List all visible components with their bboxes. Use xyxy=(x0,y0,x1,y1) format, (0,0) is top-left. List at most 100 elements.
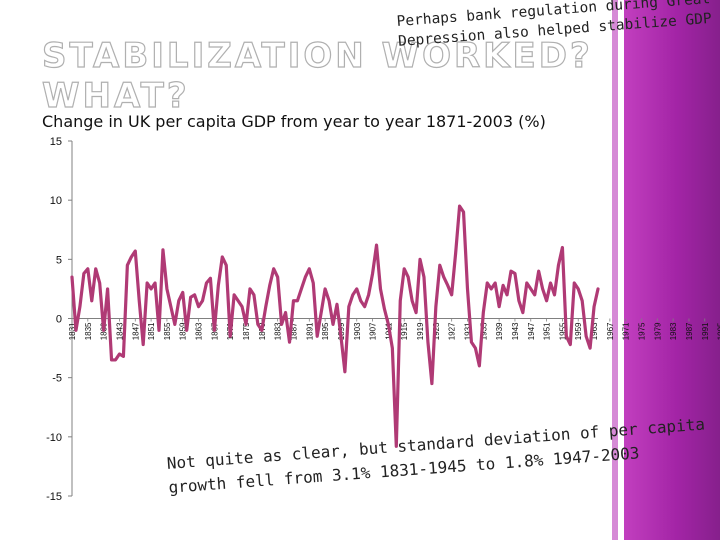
data-point xyxy=(565,335,568,338)
data-point xyxy=(482,311,485,314)
data-point xyxy=(521,311,525,314)
data-point xyxy=(240,305,244,308)
x-tick-label: 1919 xyxy=(416,322,425,340)
data-point xyxy=(244,323,248,326)
data-point xyxy=(395,445,398,448)
data-point xyxy=(470,340,473,344)
data-point xyxy=(474,346,477,350)
data-point xyxy=(114,358,117,362)
x-tick-label: 1903 xyxy=(353,322,362,340)
data-point xyxy=(280,323,283,326)
data-point xyxy=(70,275,74,279)
x-tick-label: 1963 xyxy=(590,322,599,340)
data-point xyxy=(331,323,335,326)
data-point xyxy=(355,287,358,291)
data-point xyxy=(134,249,137,253)
data-point xyxy=(343,370,347,373)
data-point xyxy=(584,335,588,338)
data-point xyxy=(126,264,129,267)
data-point xyxy=(141,343,145,346)
data-point xyxy=(118,352,121,356)
data-point xyxy=(296,299,299,302)
data-point xyxy=(86,267,90,270)
data-point xyxy=(391,346,394,350)
data-point xyxy=(165,287,169,291)
data-point xyxy=(213,329,216,332)
data-point xyxy=(316,335,319,338)
data-point xyxy=(414,311,418,314)
data-point xyxy=(106,287,109,291)
data-point xyxy=(446,284,449,287)
slide-title: STABILIZATION WORKED? WHAT? xyxy=(41,35,593,116)
data-point xyxy=(486,281,489,285)
x-tick-label: 1907 xyxy=(369,322,378,340)
x-tick-label: 1831 xyxy=(68,322,77,340)
data-point xyxy=(592,305,596,308)
x-tick-label: 1835 xyxy=(84,322,93,340)
data-point xyxy=(569,343,572,346)
data-point xyxy=(308,267,311,270)
data-point xyxy=(82,272,86,275)
data-point xyxy=(292,299,295,302)
data-point xyxy=(98,281,101,285)
data-point xyxy=(181,291,184,294)
data-point xyxy=(450,293,453,297)
data-point xyxy=(193,293,196,297)
data-point xyxy=(232,293,236,297)
x-tick-label: 1895 xyxy=(321,322,330,340)
x-tick-label: 1939 xyxy=(495,322,504,340)
data-point xyxy=(529,287,532,291)
x-tick-label: 1883 xyxy=(274,322,283,340)
data-point xyxy=(406,275,410,279)
data-point xyxy=(525,281,529,285)
data-point xyxy=(493,281,497,285)
data-point xyxy=(284,311,287,314)
x-tick-label: 1855 xyxy=(163,322,172,340)
data-point xyxy=(410,299,414,302)
x-tick-label: 1843 xyxy=(115,322,124,340)
data-point xyxy=(462,210,465,214)
x-tick-label: 1851 xyxy=(147,322,156,340)
data-point xyxy=(209,277,212,280)
data-point xyxy=(110,358,113,362)
data-point xyxy=(505,293,509,297)
y-tick-label: -5 xyxy=(52,373,62,385)
x-tick-label: 1967 xyxy=(606,322,615,340)
accent-bar xyxy=(624,0,720,540)
data-point xyxy=(430,382,434,385)
x-tick-label: 1987 xyxy=(685,322,694,340)
data-point xyxy=(438,264,441,267)
x-tick-label: 1931 xyxy=(463,322,472,340)
data-point xyxy=(90,299,93,302)
data-point xyxy=(367,293,370,297)
data-point xyxy=(94,267,97,270)
data-point xyxy=(359,299,362,302)
x-tick-label: 1847 xyxy=(131,322,140,340)
data-point xyxy=(375,243,378,247)
data-point xyxy=(426,340,430,344)
data-point xyxy=(339,335,343,338)
data-point xyxy=(553,293,556,297)
data-point xyxy=(509,269,513,273)
data-point xyxy=(288,340,291,344)
x-tick-label: 1887 xyxy=(289,322,298,340)
data-point xyxy=(363,305,366,308)
data-point xyxy=(236,299,240,302)
y-tick-label: 5 xyxy=(56,254,62,266)
y-tick-label: 0 xyxy=(56,314,62,326)
data-point xyxy=(323,287,327,291)
data-point xyxy=(501,284,505,287)
data-point xyxy=(300,287,303,291)
data-point xyxy=(335,303,339,306)
x-tick-label: 1923 xyxy=(432,322,441,340)
data-point xyxy=(580,299,584,302)
data-point xyxy=(225,264,228,267)
data-point xyxy=(145,281,149,285)
data-point xyxy=(256,323,260,326)
x-tick-label: 1927 xyxy=(448,322,457,340)
x-tick-label: 1863 xyxy=(195,322,204,340)
series-line xyxy=(70,204,600,448)
x-tick-label: 1951 xyxy=(543,322,552,340)
data-point xyxy=(442,275,445,279)
